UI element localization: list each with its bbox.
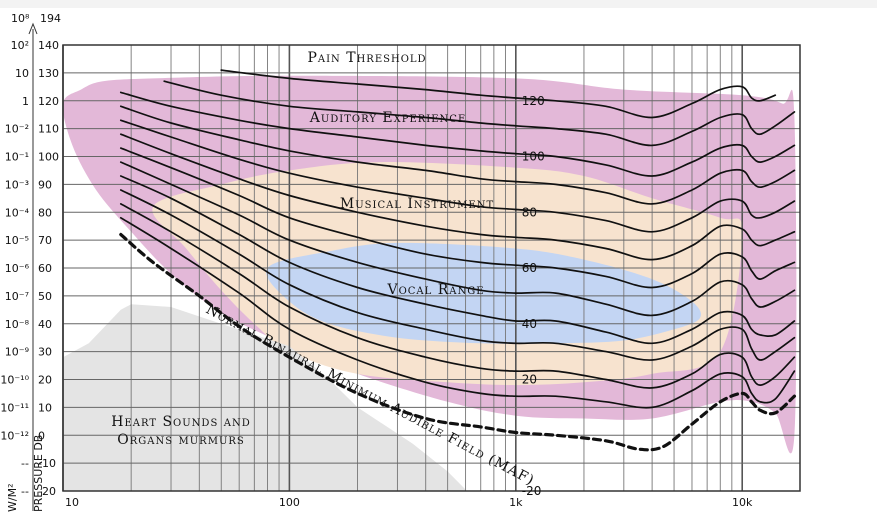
- contour-label: -20: [522, 484, 542, 498]
- y-tick-db: 70: [38, 234, 52, 247]
- y-tick-intensity: 1: [22, 95, 29, 108]
- label-heart-sounds-line1: Heart Sounds and: [111, 414, 250, 430]
- caption-pressure-db: PRESSURE DB: [32, 435, 45, 512]
- contour-label: 120: [522, 94, 545, 108]
- y-tick-intensity: 10²: [11, 39, 29, 52]
- series-70-phon: [119, 133, 796, 261]
- y-tick-db: -10: [38, 457, 56, 470]
- y-tick-intensity: 10⁻³: [5, 178, 29, 191]
- series-20-phon: [119, 203, 796, 389]
- series-10-phon: [119, 216, 796, 409]
- y-tick-db: 100: [38, 151, 59, 164]
- series-60-phon: [119, 147, 796, 289]
- y-tick-db: 140: [38, 39, 59, 52]
- series-80-phon: [119, 119, 796, 233]
- region-heart-sounds-and-organs-murmurs: [63, 304, 467, 491]
- y-tick-intensity: --: [21, 457, 29, 470]
- series-layer: [119, 69, 796, 452]
- y-tick-db: 30: [38, 346, 52, 359]
- y-tick-db: 0: [38, 429, 45, 442]
- series-90-phon: [119, 105, 796, 205]
- y-tick-db: 130: [38, 67, 59, 80]
- y-tick-intensity: 10⁻⁵: [5, 234, 29, 247]
- y-tick-db: -20: [38, 485, 56, 498]
- y-tick-db: 10: [38, 401, 52, 414]
- series-maf: [119, 232, 796, 452]
- contour-label: 100: [522, 150, 545, 164]
- y-tick-intensity: 10⁻⁷: [5, 290, 29, 303]
- top-band: [0, 0, 877, 8]
- y-tick-intensity: 10⁻⁹: [5, 346, 29, 359]
- y-tick-db: 80: [38, 206, 52, 219]
- y-tick-db: 50: [38, 290, 52, 303]
- top-intensity-label: 10⁸: [11, 12, 30, 25]
- y-tick-intensity: 10: [15, 67, 29, 80]
- label-vocal-range: Vocal Range: [386, 282, 484, 298]
- label-pain-threshold: Pain Threshold: [307, 50, 426, 66]
- y-tick-intensity: --: [21, 485, 29, 498]
- label-heart-sounds-line2: Organs murmurs: [117, 432, 245, 448]
- x-tick: 100: [279, 496, 300, 509]
- top-db-label: 194: [40, 12, 61, 25]
- caption-wm2: W/M²: [6, 484, 19, 512]
- y-tick-intensity: 10⁻¹: [5, 151, 29, 164]
- y-tick-db: 120: [38, 95, 59, 108]
- series-30-phon: [119, 189, 796, 361]
- contour-label: 40: [522, 317, 537, 331]
- x-tick: 10k: [732, 496, 753, 509]
- y-tick-intensity: 10⁻¹¹: [0, 401, 29, 414]
- label-musical-instrument: Musical Instrument: [340, 196, 494, 212]
- axes-layer: 14010²13010120111010⁻²10010⁻¹9010⁻³8010⁻…: [0, 22, 801, 511]
- y-tick-intensity: 10⁻²: [5, 123, 29, 136]
- plot-border: [62, 44, 801, 492]
- series-110-phon: [163, 80, 796, 147]
- x-tick: 10: [65, 496, 79, 509]
- x-tick: 1k: [509, 496, 523, 509]
- series-40-phon: [119, 175, 796, 345]
- contour-label: 20: [522, 373, 537, 387]
- y-tick-db: 90: [38, 178, 52, 191]
- series-50-phon: [119, 161, 796, 317]
- y-tick-db: 40: [38, 318, 52, 331]
- y-tick-intensity: 10⁻⁴: [5, 206, 30, 219]
- y-tick-db: 20: [38, 374, 52, 387]
- y-tick-intensity: 10⁻¹²: [0, 429, 29, 442]
- label-auditory-experience: Auditory Experience: [309, 110, 467, 126]
- y-tick-db: 110: [38, 123, 59, 136]
- series-120-phon: [220, 69, 777, 119]
- y-tick-intensity: 10⁻¹⁰: [0, 374, 29, 387]
- y-tick-intensity: 10⁻⁶: [5, 262, 30, 275]
- y-tick-intensity: 10⁻⁸: [5, 318, 30, 331]
- contour-label: 60: [522, 261, 537, 275]
- y-axis-arrow-icon: [28, 22, 38, 35]
- contour-label: 80: [522, 205, 537, 219]
- series-100-phon: [119, 91, 796, 177]
- y-tick-db: 60: [38, 262, 52, 275]
